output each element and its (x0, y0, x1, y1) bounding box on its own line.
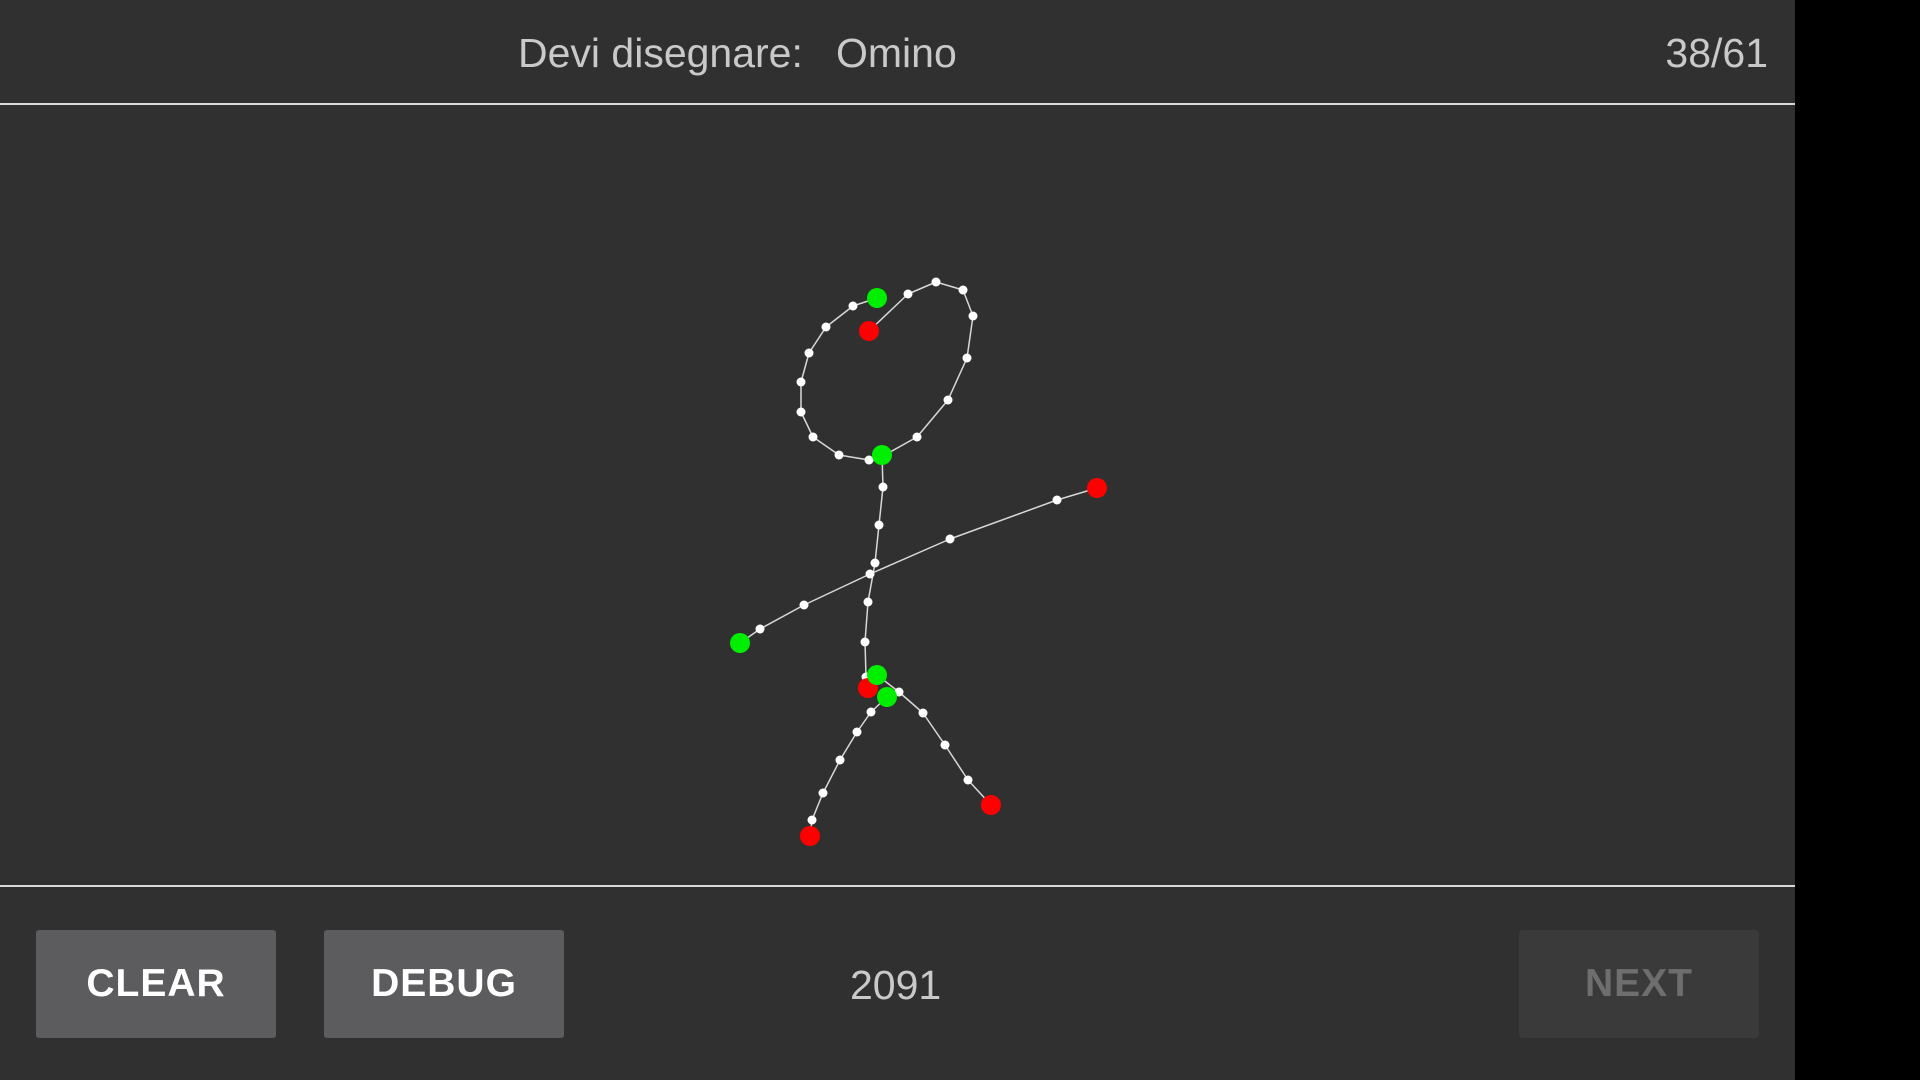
stroke-body (864, 454, 884, 689)
clear-button[interactable]: CLEAR (36, 930, 276, 1038)
sample-point (918, 708, 928, 718)
sample-point (808, 432, 818, 442)
stroke-end-point (1087, 478, 1107, 498)
sample-point (818, 788, 828, 798)
sample-point (796, 377, 806, 387)
sample-point (894, 687, 904, 697)
sample-point (834, 450, 844, 460)
drawing-svg[interactable] (0, 105, 1795, 885)
sample-point (848, 301, 858, 311)
sample-point (940, 740, 950, 750)
sample-point (968, 311, 978, 321)
stroke-start-point (730, 633, 750, 653)
sample-point (807, 815, 817, 825)
progress-counter: 38/61 (1665, 30, 1768, 76)
app-window: Devi disegnare: Omino 38/61 CLEAR DEBUG … (0, 0, 1795, 1080)
prompt-label: Devi disegnare: (518, 30, 803, 76)
sample-point (860, 637, 870, 647)
sample-point (958, 285, 968, 295)
sample-point (835, 755, 845, 765)
stroke-right-leg (876, 674, 992, 806)
stroke-start-point (867, 665, 887, 685)
stroke-end-point (800, 826, 820, 846)
sample-point (870, 558, 880, 568)
score-value: 2091 (850, 962, 942, 1008)
stroke-arm (739, 487, 1098, 644)
sample-point (865, 569, 875, 579)
sample-point (796, 407, 806, 417)
sample-point (852, 727, 862, 737)
sample-point (804, 348, 814, 358)
stroke-end-point (859, 321, 879, 341)
sample-point (874, 520, 884, 530)
sample-point (755, 624, 765, 634)
stroke-start-point (877, 687, 897, 707)
sample-point (866, 707, 876, 717)
sample-point (864, 455, 874, 465)
stroke-left-leg (809, 696, 888, 837)
stroke-end-point (981, 795, 1001, 815)
sample-point (878, 482, 888, 492)
next-button[interactable]: NEXT (1519, 930, 1759, 1038)
sample-point (962, 353, 972, 363)
sample-point (912, 432, 922, 442)
sample-point (945, 534, 955, 544)
stroke-head (800, 281, 974, 461)
sample-point (963, 775, 973, 785)
sample-point (1052, 495, 1062, 505)
drawing-canvas[interactable] (0, 105, 1795, 887)
sample-point (931, 277, 941, 287)
footer-bar: CLEAR DEBUG 2091 NEXT (0, 887, 1795, 1080)
sample-point (799, 600, 809, 610)
header-bar: Devi disegnare: Omino 38/61 (0, 0, 1795, 105)
side-strip (1795, 0, 1920, 1080)
stroke-start-point (867, 288, 887, 308)
sample-point (821, 322, 831, 332)
stroke-start-point (872, 445, 892, 465)
sample-point (903, 289, 913, 299)
debug-button[interactable]: DEBUG (324, 930, 564, 1038)
sample-point (863, 597, 873, 607)
prompt-word: Omino (836, 30, 957, 76)
sample-point (943, 395, 953, 405)
